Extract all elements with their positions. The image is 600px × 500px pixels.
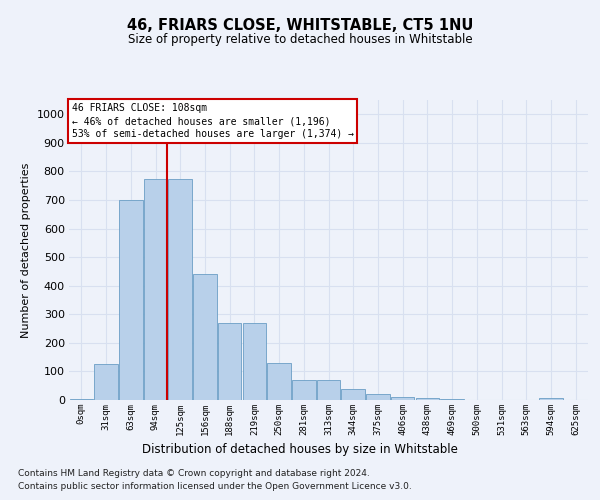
Bar <box>94 364 118 400</box>
Bar <box>218 323 241 400</box>
Bar <box>391 397 415 400</box>
Bar <box>341 389 365 400</box>
Text: 46, FRIARS CLOSE, WHITSTABLE, CT5 1NU: 46, FRIARS CLOSE, WHITSTABLE, CT5 1NU <box>127 18 473 32</box>
Bar <box>366 394 389 400</box>
Bar <box>440 398 464 400</box>
Bar <box>144 178 167 400</box>
Bar <box>169 178 192 400</box>
Bar <box>193 274 217 400</box>
Bar <box>70 398 93 400</box>
Text: Size of property relative to detached houses in Whitstable: Size of property relative to detached ho… <box>128 32 472 46</box>
Bar <box>416 398 439 400</box>
Bar <box>317 380 340 400</box>
Bar <box>268 363 291 400</box>
Bar <box>119 200 143 400</box>
Text: Contains public sector information licensed under the Open Government Licence v3: Contains public sector information licen… <box>18 482 412 491</box>
Bar <box>292 380 316 400</box>
Text: 46 FRIARS CLOSE: 108sqm
← 46% of detached houses are smaller (1,196)
53% of semi: 46 FRIARS CLOSE: 108sqm ← 46% of detache… <box>71 103 353 140</box>
Y-axis label: Number of detached properties: Number of detached properties <box>21 162 31 338</box>
Text: Distribution of detached houses by size in Whitstable: Distribution of detached houses by size … <box>142 442 458 456</box>
Bar <box>242 323 266 400</box>
Bar <box>539 398 563 400</box>
Text: Contains HM Land Registry data © Crown copyright and database right 2024.: Contains HM Land Registry data © Crown c… <box>18 469 370 478</box>
